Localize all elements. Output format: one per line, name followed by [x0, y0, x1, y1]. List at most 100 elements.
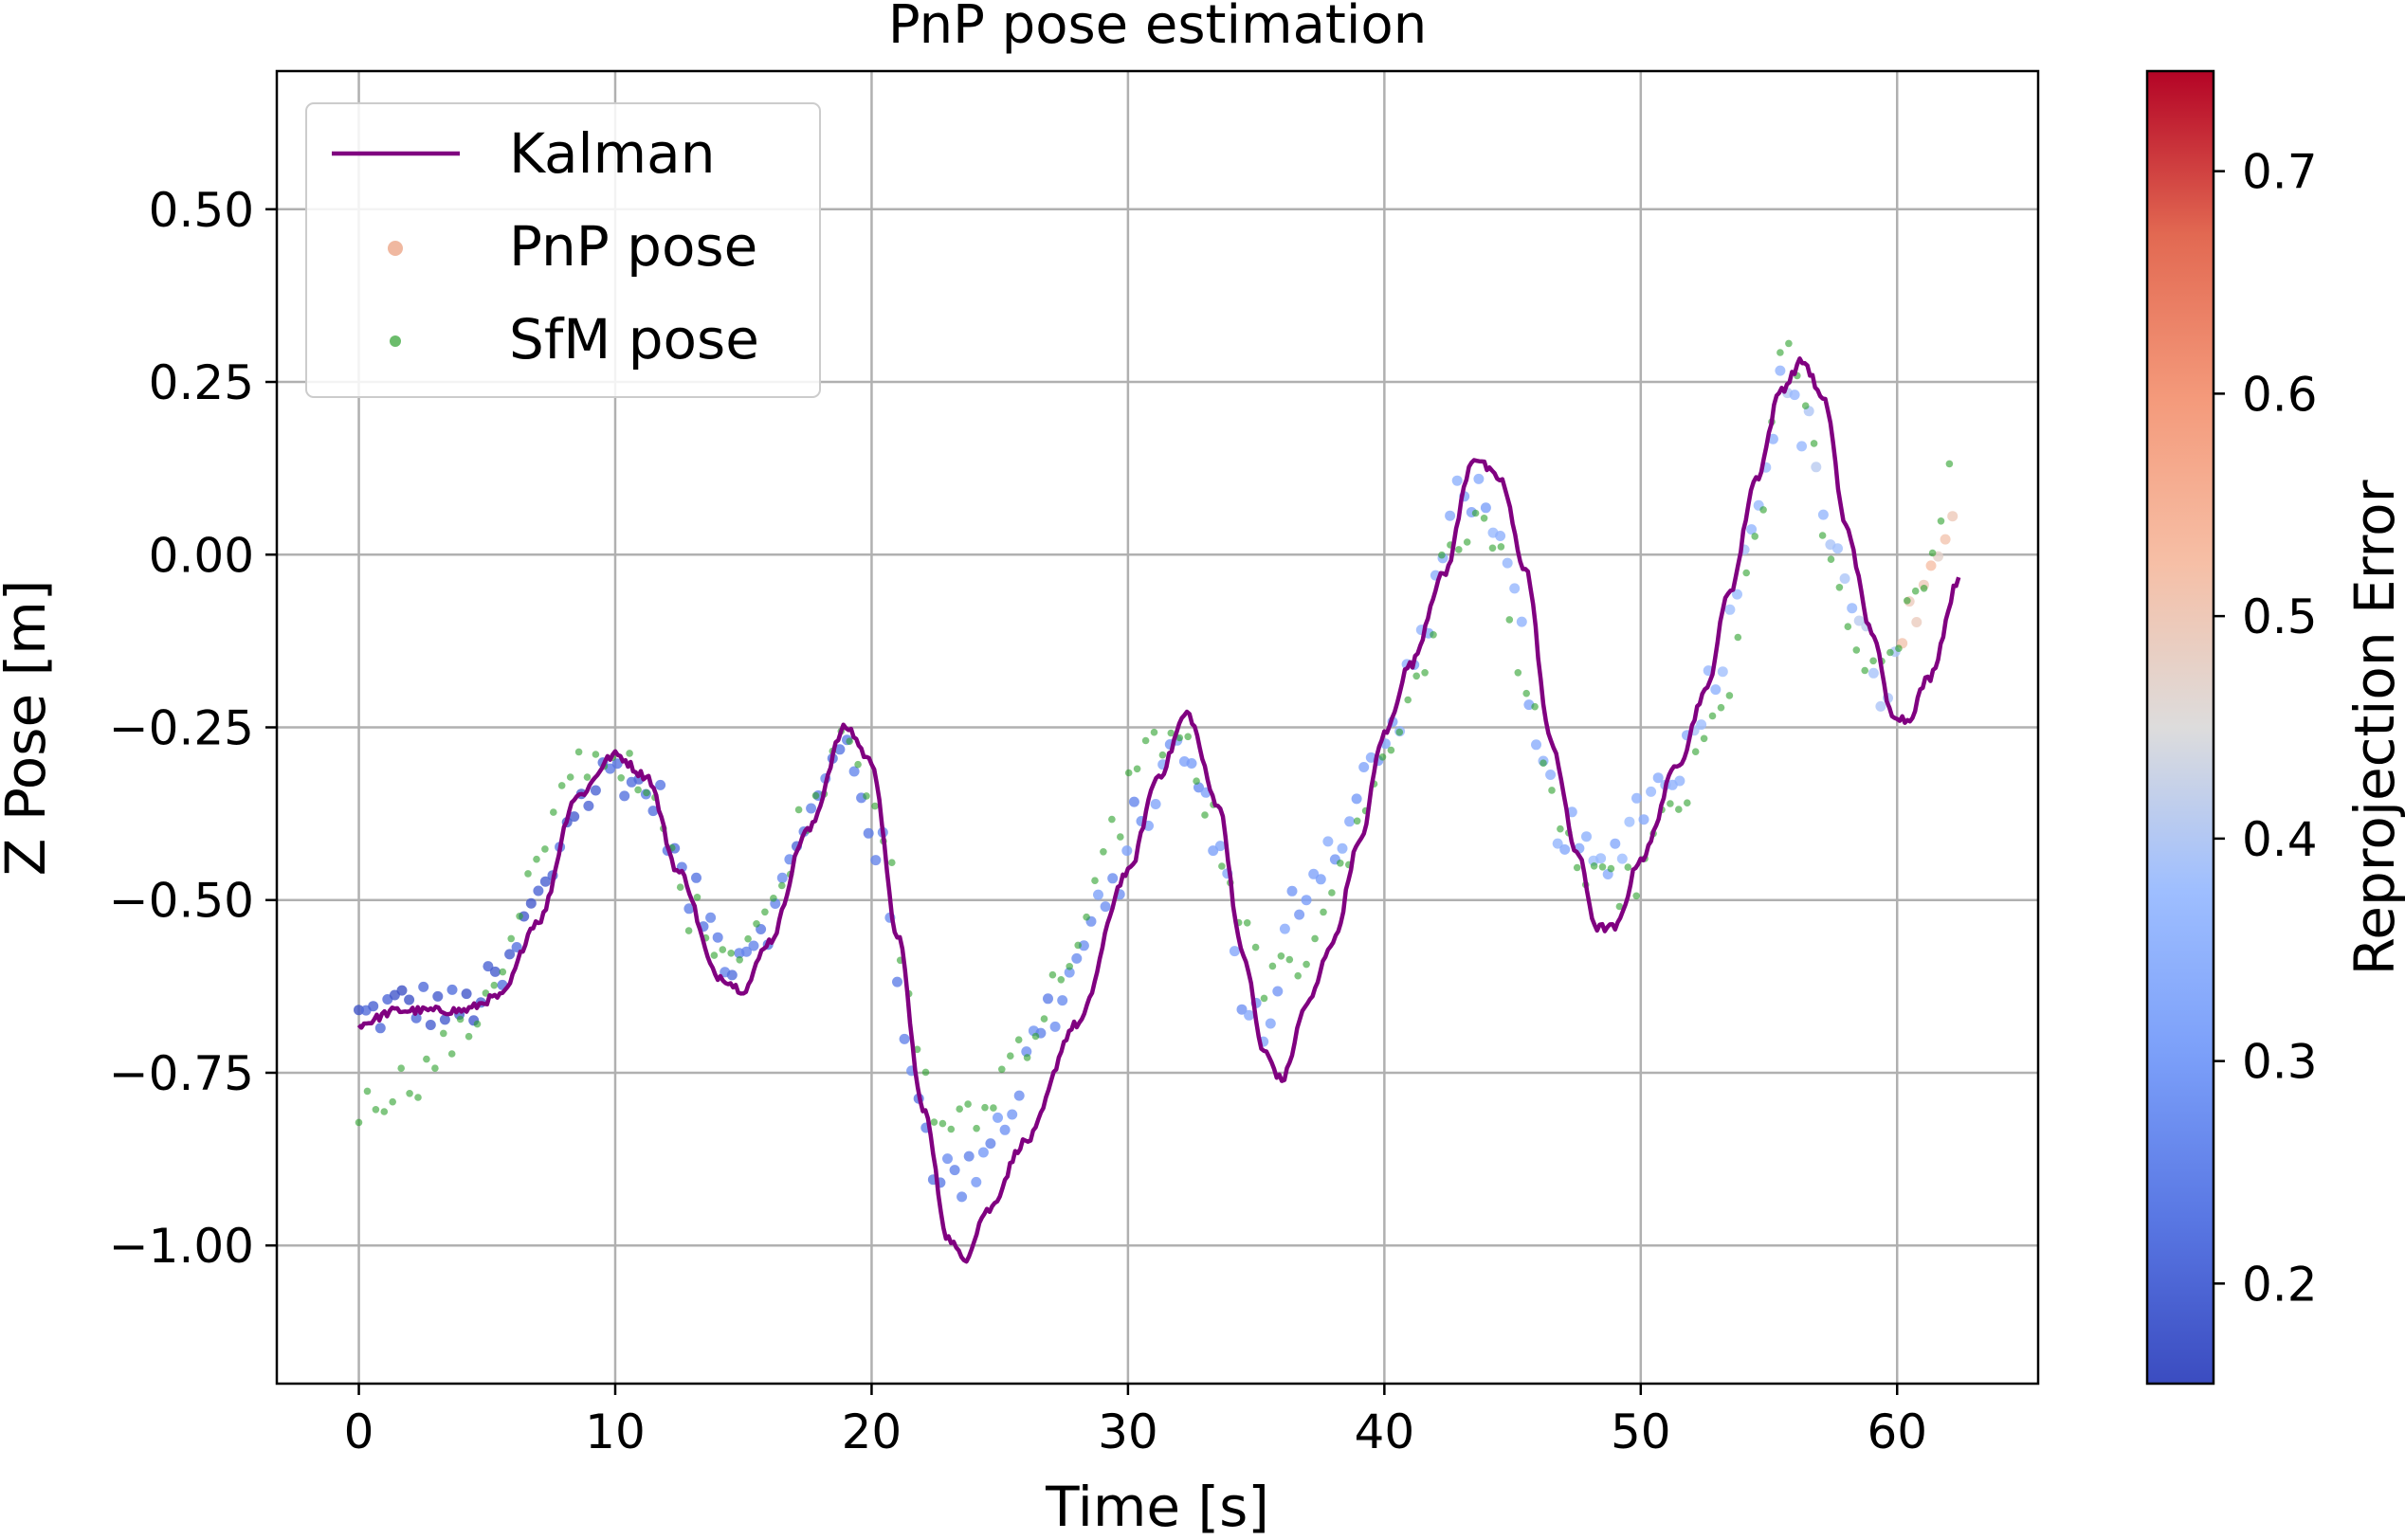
pnp-point	[1581, 831, 1592, 842]
colorbar-ticks: 0.2 0.3 0.4 0.5 0.6 0.7	[2214, 145, 2318, 1312]
sfm-point	[626, 750, 633, 757]
sfm-point	[524, 870, 532, 878]
pnp-point	[1495, 531, 1506, 541]
colorbar: 0.2 0.3 0.4 0.5 0.6 0.7 Reprojection Error	[2145, 69, 2405, 1386]
pnp-point	[705, 912, 717, 923]
pnp-point	[1013, 1090, 1025, 1101]
sfm-point	[1759, 506, 1767, 514]
pnp-point	[1696, 719, 1707, 731]
pnp-point	[1451, 475, 1463, 486]
pnp-point	[942, 1153, 953, 1165]
pnp-point	[1150, 799, 1161, 809]
sfm-point	[921, 1068, 930, 1077]
sfm-point	[1675, 806, 1683, 813]
pnp-point	[1545, 770, 1557, 780]
pnp-point	[1811, 462, 1822, 473]
sfm-point	[1751, 533, 1758, 540]
pnp-point	[1186, 758, 1197, 769]
sfm-point	[566, 773, 574, 781]
sfm-point	[1438, 551, 1446, 559]
pnp-point	[949, 1165, 960, 1176]
sfm-point	[1430, 631, 1437, 639]
pnp-point	[1509, 583, 1521, 594]
pnp-point	[1796, 441, 1808, 452]
sfm-point	[1911, 587, 1920, 595]
sfm-point	[1184, 733, 1192, 741]
pnp-point	[461, 988, 472, 1000]
sfm-point	[1083, 913, 1090, 921]
sfm-point	[1497, 543, 1505, 551]
sfm-point	[710, 951, 719, 959]
x-tick-label: 30	[1098, 1404, 1158, 1459]
pnp-point	[1244, 1009, 1255, 1021]
legend-box	[305, 102, 821, 398]
sfm-point	[1861, 666, 1868, 675]
sfm-point	[1514, 669, 1522, 677]
sfm-point	[1708, 712, 1717, 720]
sfm-point	[1268, 962, 1277, 970]
sfm-point	[1700, 734, 1708, 743]
pnp-point	[1516, 616, 1527, 627]
sfm-point	[583, 773, 592, 781]
sfm-point	[447, 1050, 456, 1058]
pnp-point	[1107, 873, 1119, 884]
sfm-point	[1531, 702, 1539, 711]
pnp-point	[1265, 1018, 1276, 1029]
sfm-point	[964, 1100, 972, 1108]
sfm-point	[1827, 555, 1835, 563]
pnp-point	[1646, 786, 1657, 797]
y-tick-label: −0.75	[109, 1046, 254, 1101]
pnp-point	[1294, 909, 1305, 920]
sfm-point	[516, 913, 523, 920]
pnp-point	[590, 785, 601, 796]
sfm-point	[1353, 817, 1361, 825]
pnp-point	[1279, 923, 1290, 934]
sfm-point	[1378, 753, 1387, 761]
sfm-point	[499, 968, 507, 976]
pnp-point	[806, 803, 817, 814]
y-tick-label: −0.25	[109, 701, 254, 756]
sfm-point	[1607, 864, 1615, 873]
sfm-point	[1066, 963, 1073, 970]
pnp-point	[863, 827, 874, 839]
pnp-point	[1566, 806, 1577, 818]
sfm-point	[1243, 919, 1251, 927]
sfm-point	[794, 806, 803, 814]
pnp-point	[418, 981, 429, 992]
pnp-point	[712, 932, 723, 943]
pnp-point	[776, 872, 788, 883]
x-tick-label: 20	[842, 1404, 902, 1459]
sfm-point	[355, 1118, 363, 1127]
pnp-point	[1236, 1004, 1248, 1015]
pnp-point	[1071, 952, 1083, 964]
sfm-point	[1522, 689, 1530, 698]
sfm-point	[1904, 597, 1911, 605]
pnp-point	[374, 1023, 386, 1034]
pnp-point	[1301, 895, 1312, 906]
pnp-point	[569, 811, 580, 823]
pnp-point	[483, 961, 494, 972]
sfm-point	[1540, 759, 1547, 767]
pnp-point	[1057, 995, 1068, 1006]
sfm-point	[846, 737, 853, 745]
pnp-point	[404, 994, 415, 1006]
sfm-point	[719, 946, 727, 953]
sfm-point	[1785, 339, 1793, 348]
pnp-point	[1652, 772, 1664, 784]
sfm-point	[1835, 584, 1844, 591]
sfm-point	[490, 981, 499, 989]
pnp-point	[1358, 762, 1370, 772]
grid-lines	[277, 71, 2038, 1384]
pnp-point	[1121, 845, 1133, 857]
sfm-point	[1404, 696, 1412, 704]
colorbar-tick-label: 0.6	[2242, 367, 2318, 422]
sfm-point	[1557, 824, 1564, 833]
sfm-point	[1311, 934, 1319, 943]
sfm-point	[1852, 646, 1861, 654]
legend-sfm-swatch	[390, 335, 401, 347]
y-axis-label: Z Pose [m]	[0, 580, 58, 877]
sfm-point	[761, 908, 769, 916]
pnp-point	[1286, 885, 1298, 897]
y-tick-label: 0.25	[149, 355, 254, 410]
